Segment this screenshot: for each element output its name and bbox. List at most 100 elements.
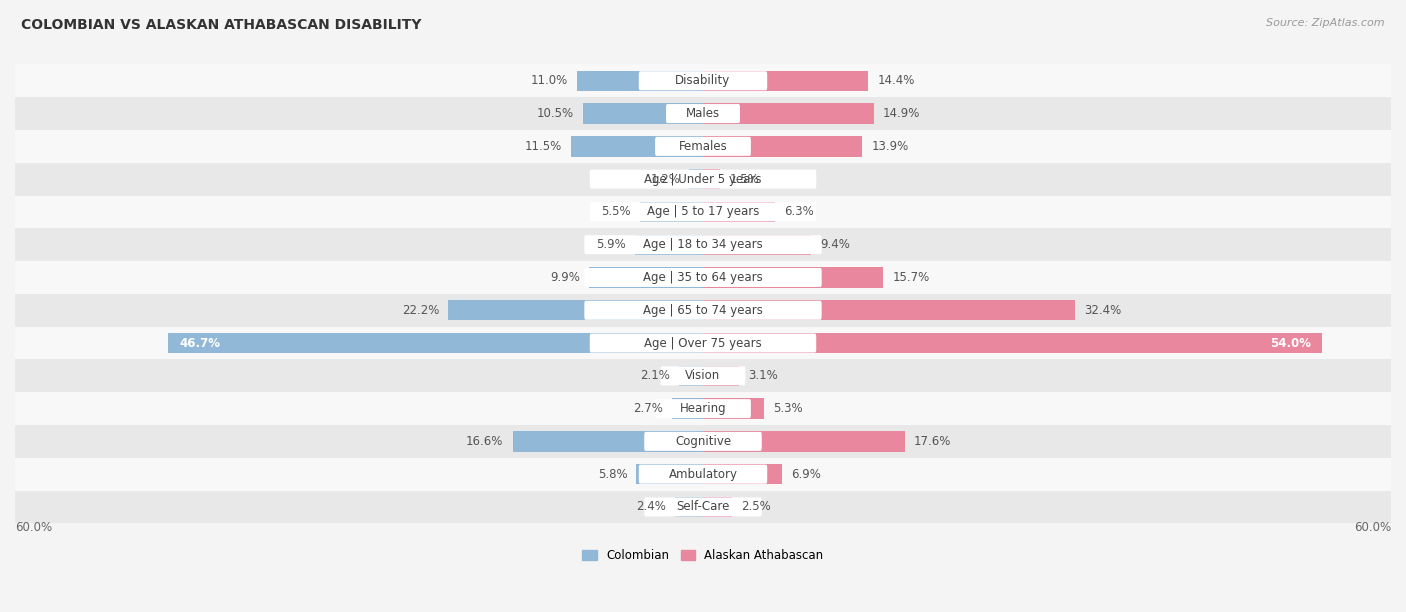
Bar <box>0 359 1406 392</box>
Text: Age | 18 to 34 years: Age | 18 to 34 years <box>643 238 763 251</box>
Text: Vision: Vision <box>685 369 721 382</box>
Bar <box>703 398 763 419</box>
Bar <box>0 195 1406 228</box>
Text: 1.5%: 1.5% <box>730 173 759 185</box>
Text: 3.1%: 3.1% <box>748 369 778 382</box>
Bar <box>637 464 703 484</box>
Bar <box>703 169 720 189</box>
FancyBboxPatch shape <box>661 367 745 386</box>
FancyBboxPatch shape <box>655 399 751 418</box>
Text: Females: Females <box>679 140 727 153</box>
FancyBboxPatch shape <box>638 71 768 91</box>
Text: 46.7%: 46.7% <box>179 337 219 349</box>
Bar <box>576 70 703 91</box>
Bar <box>672 398 703 419</box>
Text: Hearing: Hearing <box>679 402 727 415</box>
Text: Males: Males <box>686 107 720 120</box>
Text: 5.8%: 5.8% <box>598 468 627 480</box>
Bar <box>167 333 703 353</box>
Text: 11.0%: 11.0% <box>530 74 568 88</box>
FancyBboxPatch shape <box>589 334 817 353</box>
Text: 9.4%: 9.4% <box>820 238 849 251</box>
Bar <box>703 300 1074 321</box>
Text: 14.4%: 14.4% <box>877 74 915 88</box>
FancyBboxPatch shape <box>589 170 817 188</box>
Text: Age | 35 to 64 years: Age | 35 to 64 years <box>643 271 763 284</box>
FancyBboxPatch shape <box>666 104 740 123</box>
Text: 9.9%: 9.9% <box>550 271 581 284</box>
Text: 13.9%: 13.9% <box>872 140 908 153</box>
Text: Age | 65 to 74 years: Age | 65 to 74 years <box>643 304 763 317</box>
Text: 2.5%: 2.5% <box>741 501 770 513</box>
Text: 16.6%: 16.6% <box>467 435 503 448</box>
Bar <box>703 267 883 288</box>
Text: 60.0%: 60.0% <box>1354 521 1391 534</box>
Text: 22.2%: 22.2% <box>402 304 439 317</box>
Bar <box>0 228 1406 261</box>
Bar <box>0 425 1406 458</box>
Bar <box>703 431 905 452</box>
Bar <box>640 202 703 222</box>
Text: Ambulatory: Ambulatory <box>668 468 738 480</box>
Text: Disability: Disability <box>675 74 731 88</box>
FancyBboxPatch shape <box>589 203 817 222</box>
Text: 6.9%: 6.9% <box>792 468 821 480</box>
Text: 2.1%: 2.1% <box>640 369 669 382</box>
Text: 5.9%: 5.9% <box>596 238 626 251</box>
Text: 10.5%: 10.5% <box>536 107 574 120</box>
FancyBboxPatch shape <box>644 432 762 451</box>
Text: Cognitive: Cognitive <box>675 435 731 448</box>
Bar <box>582 103 703 124</box>
FancyBboxPatch shape <box>585 300 821 319</box>
Bar <box>703 136 862 157</box>
Bar <box>0 64 1406 97</box>
Bar <box>0 491 1406 523</box>
Bar <box>0 294 1406 327</box>
Text: COLOMBIAN VS ALASKAN ATHABASCAN DISABILITY: COLOMBIAN VS ALASKAN ATHABASCAN DISABILI… <box>21 18 422 32</box>
Bar <box>571 136 703 157</box>
Text: 6.3%: 6.3% <box>785 206 814 218</box>
Text: Age | 5 to 17 years: Age | 5 to 17 years <box>647 206 759 218</box>
Text: 5.5%: 5.5% <box>602 206 631 218</box>
Bar <box>703 103 875 124</box>
Text: Source: ZipAtlas.com: Source: ZipAtlas.com <box>1267 18 1385 28</box>
FancyBboxPatch shape <box>585 235 821 254</box>
Bar <box>703 234 811 255</box>
Bar <box>0 97 1406 130</box>
Legend: Colombian, Alaskan Athabascan: Colombian, Alaskan Athabascan <box>578 544 828 567</box>
Bar <box>703 70 868 91</box>
FancyBboxPatch shape <box>638 465 768 483</box>
Bar <box>703 464 782 484</box>
Bar <box>703 202 775 222</box>
Bar <box>675 497 703 517</box>
Bar <box>703 497 731 517</box>
Bar <box>0 458 1406 491</box>
Bar <box>0 130 1406 163</box>
Text: 60.0%: 60.0% <box>15 521 52 534</box>
Bar <box>703 365 738 386</box>
FancyBboxPatch shape <box>644 498 762 517</box>
Text: 2.7%: 2.7% <box>633 402 662 415</box>
Bar <box>513 431 703 452</box>
Text: 1.2%: 1.2% <box>650 173 681 185</box>
Bar <box>679 365 703 386</box>
Text: 2.4%: 2.4% <box>637 501 666 513</box>
Text: Self-Care: Self-Care <box>676 501 730 513</box>
Bar <box>0 327 1406 359</box>
Bar <box>449 300 703 321</box>
Text: 32.4%: 32.4% <box>1084 304 1121 317</box>
Bar <box>689 169 703 189</box>
Bar <box>703 333 1322 353</box>
Bar <box>589 267 703 288</box>
Text: 14.9%: 14.9% <box>883 107 921 120</box>
Bar <box>0 261 1406 294</box>
Bar <box>0 163 1406 195</box>
Text: Age | Over 75 years: Age | Over 75 years <box>644 337 762 349</box>
Bar <box>636 234 703 255</box>
FancyBboxPatch shape <box>585 268 821 287</box>
Bar <box>0 392 1406 425</box>
Text: 15.7%: 15.7% <box>893 271 929 284</box>
Text: 5.3%: 5.3% <box>773 402 803 415</box>
Text: 54.0%: 54.0% <box>1270 337 1310 349</box>
Text: 17.6%: 17.6% <box>914 435 952 448</box>
